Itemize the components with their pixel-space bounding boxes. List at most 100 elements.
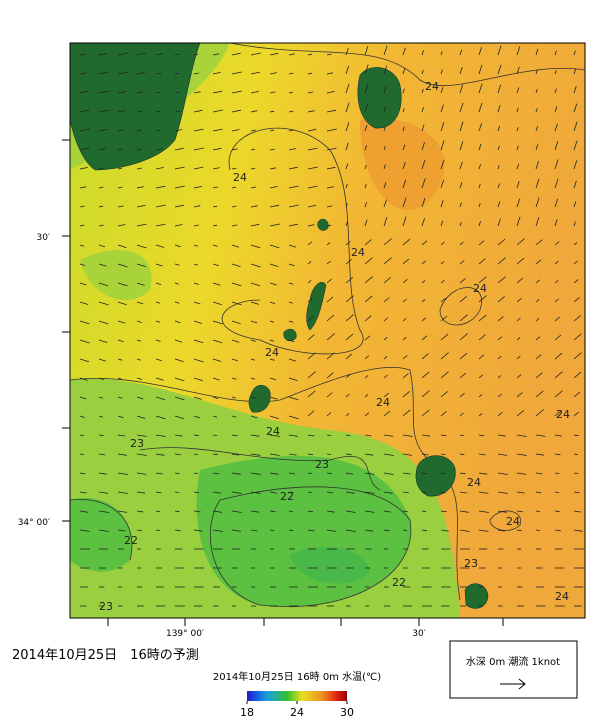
current-arrow bbox=[193, 128, 204, 132]
current-arrow bbox=[231, 377, 237, 380]
contour-label: 24 bbox=[506, 515, 520, 528]
current-arrow bbox=[497, 434, 506, 437]
current-arrow bbox=[440, 241, 445, 246]
current-arrow bbox=[193, 53, 199, 56]
current-arrow bbox=[288, 491, 294, 494]
current-arrow bbox=[478, 164, 481, 170]
current-arrow bbox=[478, 276, 487, 284]
current-arrow bbox=[554, 298, 559, 303]
current-arrow bbox=[459, 121, 464, 132]
current-arrow bbox=[193, 491, 200, 494]
current-arrow bbox=[117, 90, 127, 94]
current-arrow bbox=[440, 491, 446, 494]
current-arrow bbox=[516, 317, 521, 322]
contour-label: 24 bbox=[425, 80, 439, 93]
current-arrow bbox=[497, 529, 506, 532]
current-arrow bbox=[136, 110, 142, 113]
current-arrow bbox=[136, 91, 144, 94]
current-arrow bbox=[478, 123, 482, 132]
current-arrow bbox=[136, 52, 147, 56]
current-arrow bbox=[250, 167, 256, 170]
current-arrow bbox=[497, 316, 504, 322]
current-arrow bbox=[459, 352, 468, 360]
current-arrow bbox=[155, 244, 165, 248]
current-arrow bbox=[440, 352, 449, 360]
current-arrow bbox=[174, 185, 185, 189]
current-arrow bbox=[231, 52, 241, 56]
current-arrow bbox=[535, 216, 540, 227]
current-arrow bbox=[98, 453, 106, 456]
current-arrow bbox=[383, 491, 393, 494]
current-arrow bbox=[421, 141, 425, 151]
current-arrow bbox=[516, 529, 522, 532]
current-arrow bbox=[193, 91, 201, 94]
current-arrow bbox=[516, 434, 527, 437]
current-arrow bbox=[402, 318, 407, 322]
current-arrow bbox=[383, 356, 388, 360]
current-arrow bbox=[440, 371, 449, 379]
current-arrow bbox=[497, 105, 501, 113]
lon-label: 139° 00′ bbox=[166, 629, 204, 639]
current-arrow bbox=[364, 64, 369, 75]
current-arrow bbox=[497, 238, 506, 246]
contour-label: 24 bbox=[556, 408, 570, 421]
current-arrow bbox=[421, 390, 430, 398]
current-arrow bbox=[478, 334, 486, 341]
current-arrow bbox=[573, 371, 582, 379]
current-arrow bbox=[421, 472, 427, 475]
current-arrow bbox=[117, 510, 128, 513]
current-arrow bbox=[440, 261, 445, 265]
current-arrow bbox=[535, 143, 539, 151]
current-arrow bbox=[326, 260, 331, 265]
current-arrow bbox=[250, 358, 256, 361]
lat-label: 34° 00′ bbox=[18, 518, 50, 528]
current-arrow bbox=[497, 472, 508, 475]
current-arrow bbox=[250, 453, 261, 456]
current-arrow bbox=[402, 126, 405, 132]
current-arrow bbox=[79, 301, 89, 305]
current-arrow bbox=[421, 434, 431, 437]
current-arrow bbox=[79, 472, 86, 475]
current-arrow bbox=[212, 167, 220, 170]
current-arrow bbox=[326, 472, 332, 475]
current-arrow bbox=[345, 221, 348, 227]
current-arrow bbox=[345, 276, 354, 284]
current-arrow bbox=[307, 298, 313, 303]
legend-label: 水深 0m 潮流 1knot bbox=[466, 655, 560, 668]
current-arrow bbox=[79, 244, 85, 247]
current-arrow bbox=[212, 529, 223, 532]
current-arrow bbox=[250, 377, 256, 380]
current-arrow bbox=[98, 148, 106, 151]
current-arrow bbox=[269, 529, 275, 531]
current-arrow bbox=[136, 72, 145, 75]
current-arrow bbox=[307, 371, 316, 379]
isotherm bbox=[439, 287, 482, 326]
current-arrow bbox=[136, 396, 144, 400]
current-arrow bbox=[364, 295, 373, 303]
current-arrow bbox=[535, 239, 543, 246]
current-arrow bbox=[193, 224, 199, 227]
current-arrow bbox=[326, 72, 334, 75]
current-arrow bbox=[516, 87, 520, 94]
current-arrow bbox=[117, 491, 128, 494]
current-arrow bbox=[516, 337, 521, 341]
current-arrow bbox=[250, 148, 256, 151]
current-arrow bbox=[516, 127, 519, 132]
current-arrow bbox=[573, 160, 578, 170]
current-arrow bbox=[117, 110, 126, 113]
current-arrow bbox=[573, 68, 577, 75]
current-arrow bbox=[440, 315, 448, 322]
current-arrow bbox=[250, 339, 256, 342]
current-arrow bbox=[516, 216, 521, 227]
current-arrow bbox=[288, 434, 299, 437]
current-arrow bbox=[231, 186, 236, 189]
current-arrow bbox=[212, 491, 221, 494]
current-arrow bbox=[364, 104, 368, 113]
current-arrow bbox=[345, 163, 349, 170]
current-arrow bbox=[307, 472, 313, 474]
current-arrow bbox=[326, 412, 332, 417]
current-arrow bbox=[136, 320, 142, 323]
current-arrow bbox=[174, 377, 185, 382]
current-arrow bbox=[345, 393, 350, 398]
islands bbox=[70, 43, 489, 609]
